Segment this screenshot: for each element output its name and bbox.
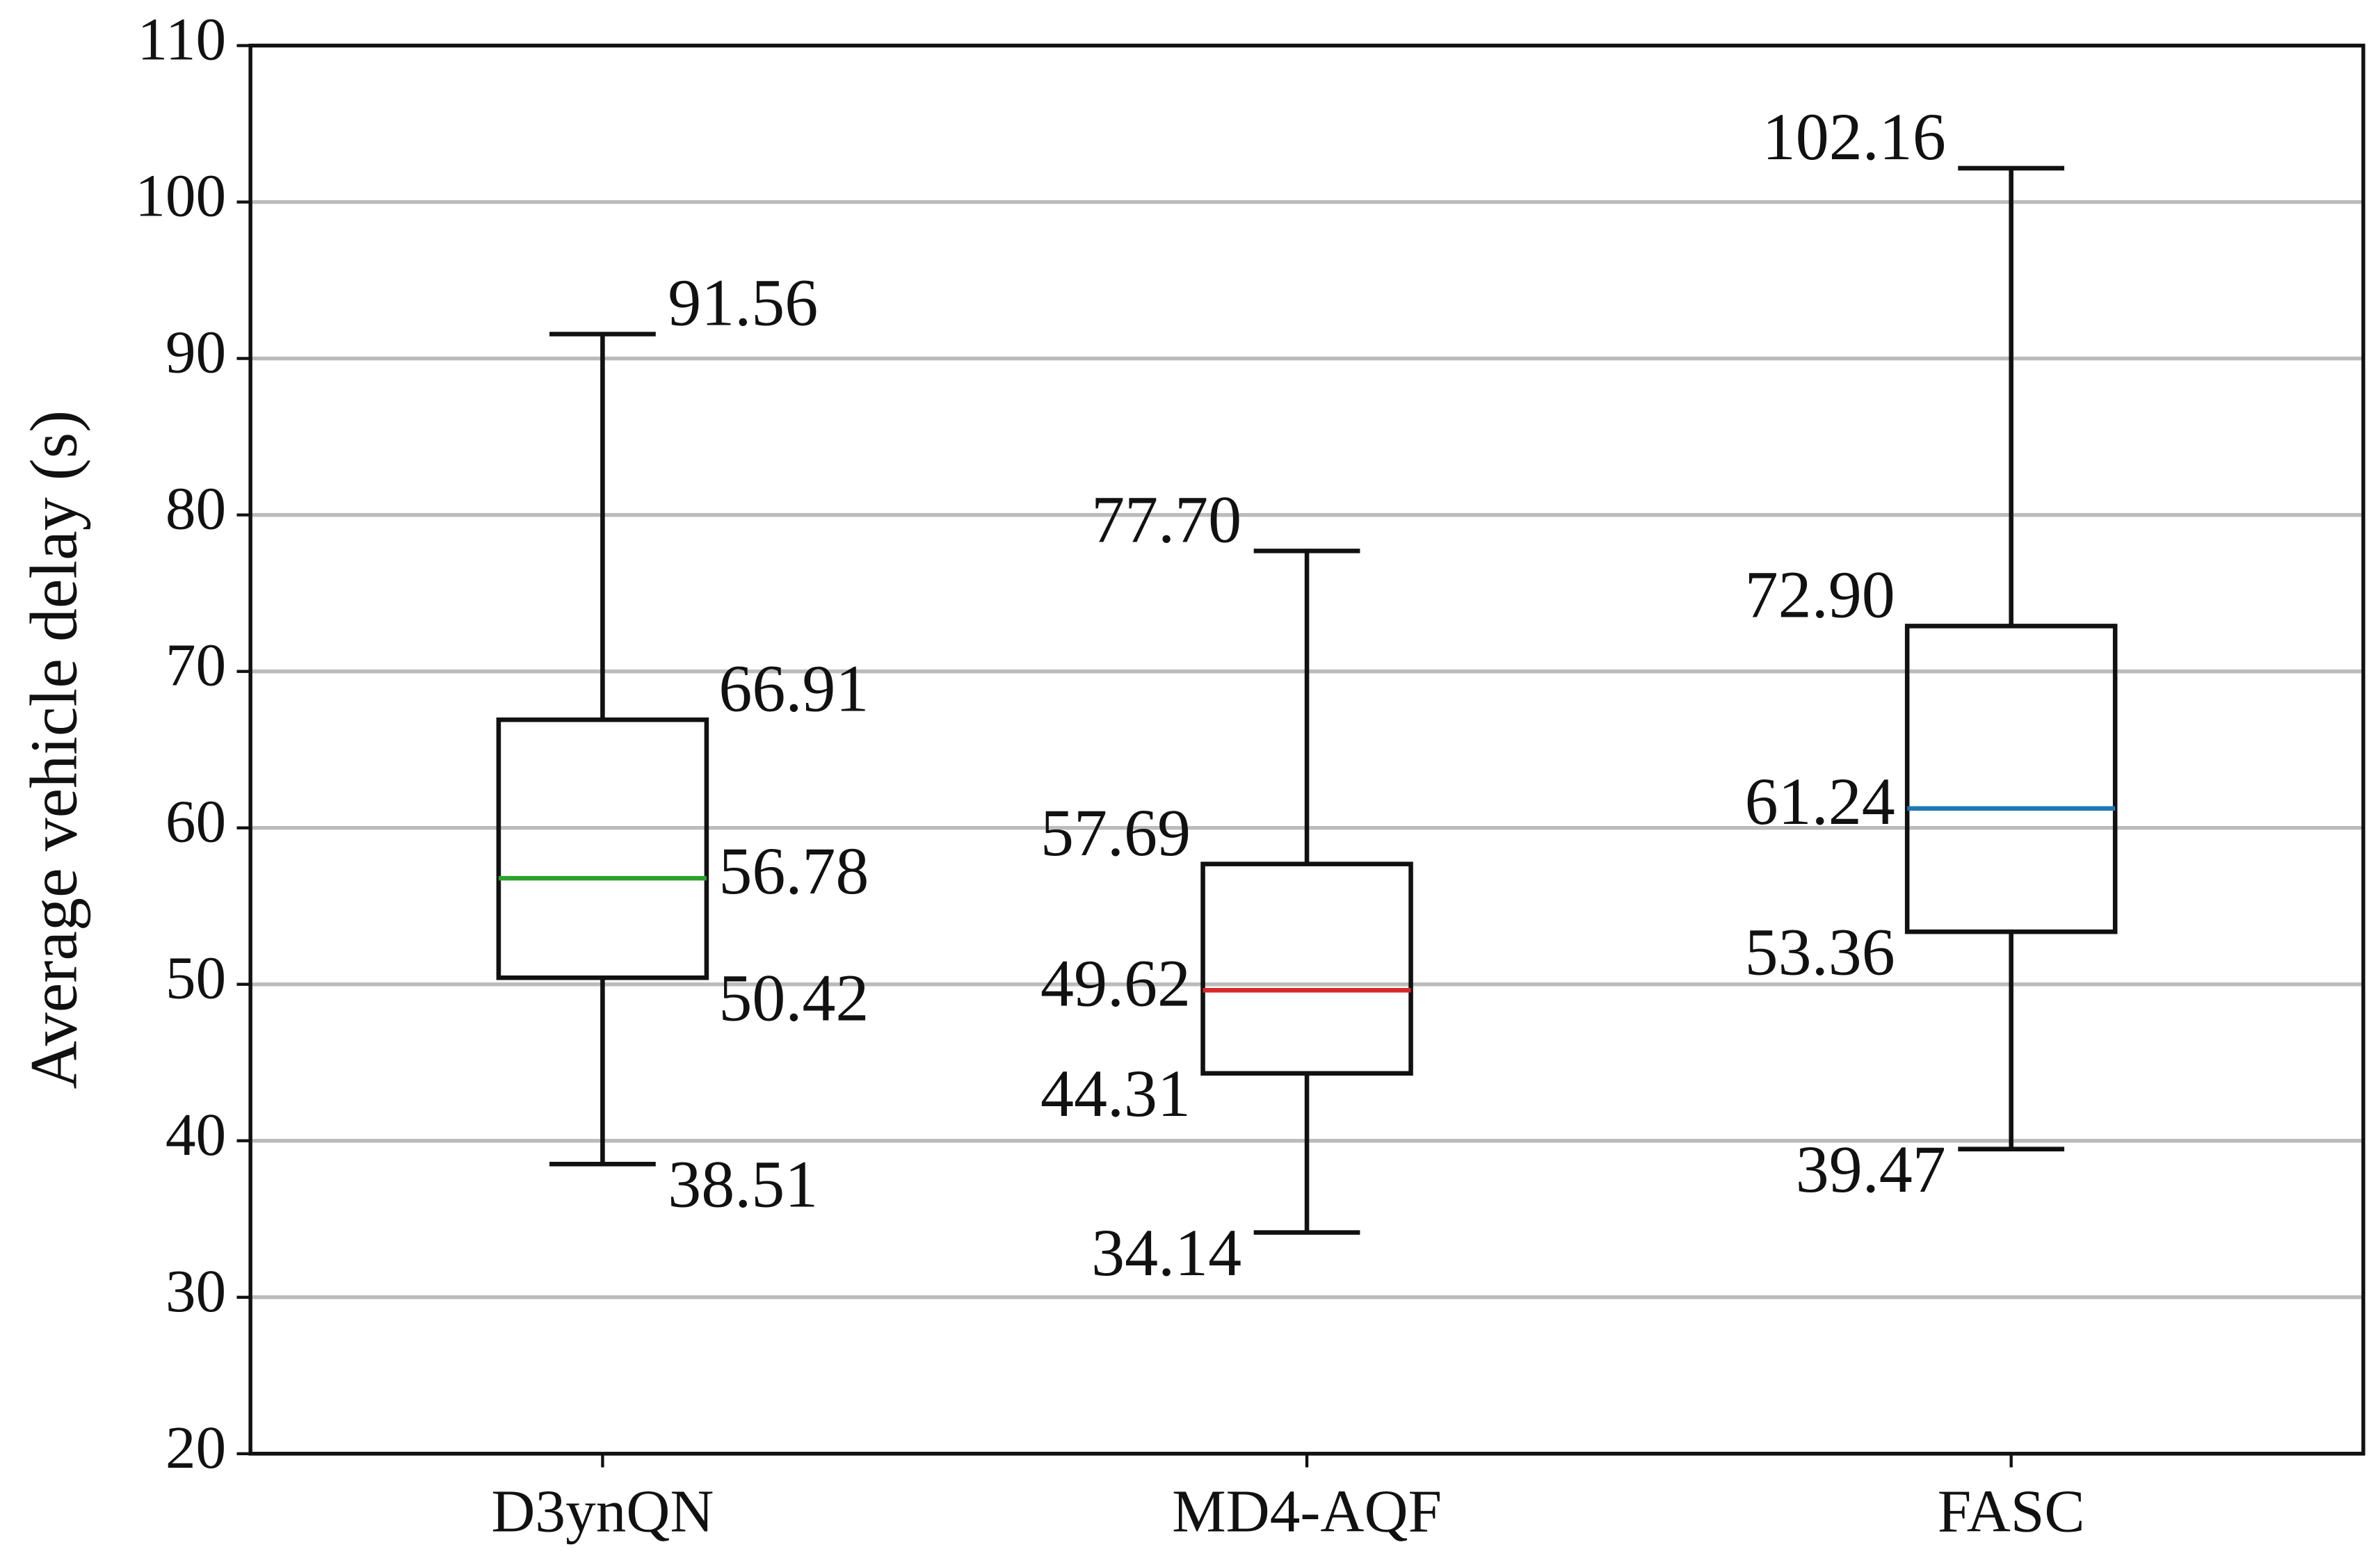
y-tick-label: 50	[166, 944, 226, 1012]
x-tick-label: MD4-AQF	[1172, 1477, 1442, 1544]
box	[1200, 861, 1413, 1076]
whisker-low	[1253, 1073, 1360, 1235]
whisker-low	[1958, 932, 2065, 1151]
value-label: 56.78	[718, 834, 869, 908]
value-label: 66.91	[718, 651, 869, 725]
y-tick-label: 70	[166, 631, 226, 699]
y-tick-label: 40	[166, 1101, 226, 1168]
value-label: 61.24	[1745, 764, 1895, 839]
value-label: 38.51	[668, 1147, 818, 1222]
y-tick-label: 20	[166, 1414, 226, 1481]
value-label: 49.62	[1040, 946, 1191, 1020]
value-label: 39.47	[1796, 1132, 1946, 1206]
value-label: 53.36	[1745, 914, 1895, 989]
value-label: 50.42	[718, 961, 869, 1035]
whisker-high	[549, 332, 656, 720]
y-axis-label: Average vehicle delay (s)	[16, 410, 90, 1090]
y-tick-label: 30	[166, 1257, 226, 1325]
whisker-low	[549, 978, 656, 1167]
value-label: 44.31	[1040, 1056, 1191, 1131]
box	[496, 717, 709, 980]
value-label: 34.14	[1091, 1215, 1241, 1290]
value-label: 91.56	[668, 266, 818, 340]
y-tick-label: 90	[166, 318, 226, 386]
value-label: 77.70	[1091, 482, 1241, 556]
y-tick-label: 100	[135, 162, 226, 229]
value-label: 57.69	[1040, 795, 1191, 870]
y-tick-label: 60	[166, 788, 226, 855]
value-label: 72.90	[1745, 558, 1895, 632]
whisker-high	[1253, 549, 1360, 864]
x-tick-label: FASC	[1938, 1477, 2085, 1544]
value-label: 102.16	[1762, 99, 1946, 174]
box	[1904, 624, 2118, 934]
x-tick-label: D3ynQN	[491, 1477, 714, 1544]
whisker-high	[1958, 165, 2065, 626]
y-tick-label: 80	[166, 475, 226, 542]
y-tick-label: 110	[137, 6, 226, 73]
